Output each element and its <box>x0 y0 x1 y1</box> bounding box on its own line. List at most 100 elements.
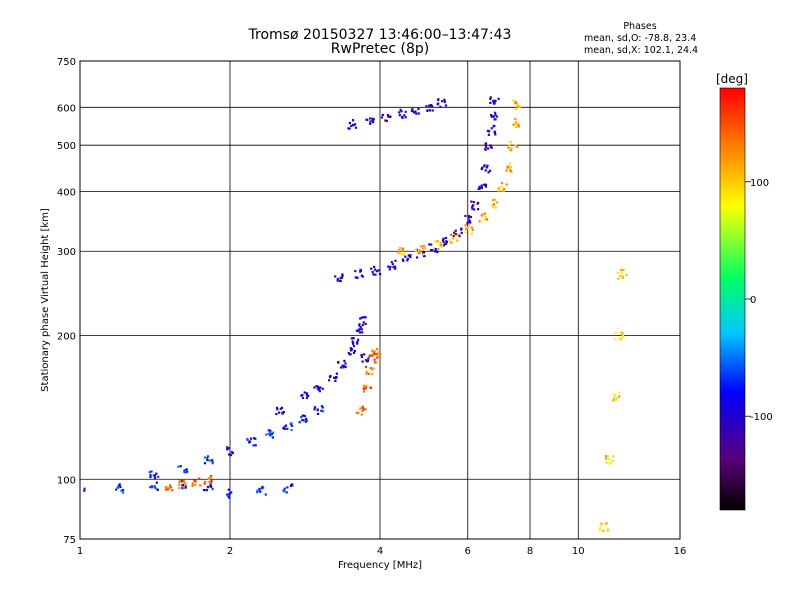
echo-point <box>397 251 400 254</box>
echo-point <box>286 427 289 430</box>
echo-point <box>500 189 503 193</box>
echo-point <box>322 410 325 413</box>
echo-point <box>375 361 378 364</box>
echo-point <box>621 335 624 338</box>
echo-point <box>468 219 471 222</box>
echo-point <box>377 351 381 354</box>
echo-point <box>378 272 382 275</box>
echo-point <box>440 245 443 249</box>
echo-point <box>369 367 372 370</box>
echo-point <box>362 384 365 387</box>
echo-point <box>227 496 231 499</box>
echo-point <box>178 481 181 484</box>
echo-point <box>362 316 365 319</box>
echo-point <box>485 166 488 169</box>
echo-point <box>410 110 413 113</box>
echo-point <box>211 462 214 465</box>
echo-point <box>283 427 286 430</box>
colorbar-tick-label: 0 <box>750 295 756 306</box>
echo-point <box>492 199 495 202</box>
echo-point <box>359 407 362 410</box>
echo-point <box>492 125 495 128</box>
echo-point <box>352 351 356 354</box>
echo-point <box>492 206 495 209</box>
echo-point <box>282 427 285 430</box>
echo-point <box>316 409 319 412</box>
echo-point <box>207 486 210 489</box>
echo-point <box>507 146 510 149</box>
echo-point <box>618 391 621 394</box>
echo-point <box>290 484 293 487</box>
echo-point <box>502 187 506 190</box>
echo-point <box>617 271 620 275</box>
echo-point <box>171 489 174 492</box>
echo-point <box>180 487 184 490</box>
echo-point <box>374 352 377 356</box>
echo-point <box>354 126 357 129</box>
x-tick-label: 6 <box>465 546 471 557</box>
echo-point <box>167 488 170 491</box>
echo-point <box>269 429 272 432</box>
echo-point <box>506 165 509 168</box>
echo-point <box>411 108 414 111</box>
echo-point <box>342 364 346 367</box>
echo-point <box>493 131 496 134</box>
echo-point <box>156 488 159 491</box>
echo-point <box>364 359 368 362</box>
y-tick-label: 300 <box>57 247 76 258</box>
echo-point <box>317 385 320 388</box>
phases-mean-o: mean, sd,O: -78.8, 23.4 <box>584 33 697 44</box>
y-axis-label: Stationary phase Virtual Height [km] <box>40 208 51 392</box>
echo-point <box>600 522 603 525</box>
echo-point <box>340 276 344 279</box>
echo-point <box>354 270 357 273</box>
echo-point <box>321 406 324 409</box>
echo-point <box>400 252 403 256</box>
echo-point <box>290 483 294 486</box>
echo-point <box>210 485 213 488</box>
echo-point <box>516 105 519 108</box>
echo-point <box>355 276 358 279</box>
echo-point <box>364 384 367 387</box>
echo-point <box>481 166 484 169</box>
echo-point <box>290 422 293 425</box>
echo-point <box>318 387 321 390</box>
echo-point <box>269 432 272 435</box>
echo-point <box>181 484 184 487</box>
echo-point <box>397 249 400 252</box>
echo-point <box>605 461 608 464</box>
echo-point <box>392 266 395 269</box>
echo-point <box>492 203 496 206</box>
echo-point <box>267 429 270 432</box>
echo-point <box>360 316 363 319</box>
echo-point <box>414 110 417 113</box>
echo-point <box>351 124 355 127</box>
echo-point <box>379 352 382 355</box>
echo-point <box>434 240 437 243</box>
echo-point <box>413 111 416 114</box>
echo-point <box>184 486 187 489</box>
echo-point <box>305 396 309 400</box>
echo-point <box>517 125 520 128</box>
echo-point <box>336 279 339 282</box>
echo-point <box>360 328 363 331</box>
echo-point <box>510 147 513 150</box>
echo-point <box>401 258 404 261</box>
echo-point <box>511 99 514 102</box>
echo-point <box>465 228 468 231</box>
echo-point <box>157 475 160 478</box>
echo-point <box>402 253 405 256</box>
echo-point <box>316 387 319 390</box>
echo-point <box>284 424 288 427</box>
echo-point <box>352 337 355 340</box>
echo-point <box>226 446 229 449</box>
echo-point <box>177 465 180 468</box>
echo-point <box>374 273 377 276</box>
echo-point <box>428 109 432 112</box>
echo-point <box>334 275 337 278</box>
echo-point <box>477 187 480 191</box>
echo-point <box>483 212 486 215</box>
echo-point <box>494 99 497 103</box>
y-tick-label: 400 <box>57 187 76 198</box>
echo-point <box>491 203 494 207</box>
